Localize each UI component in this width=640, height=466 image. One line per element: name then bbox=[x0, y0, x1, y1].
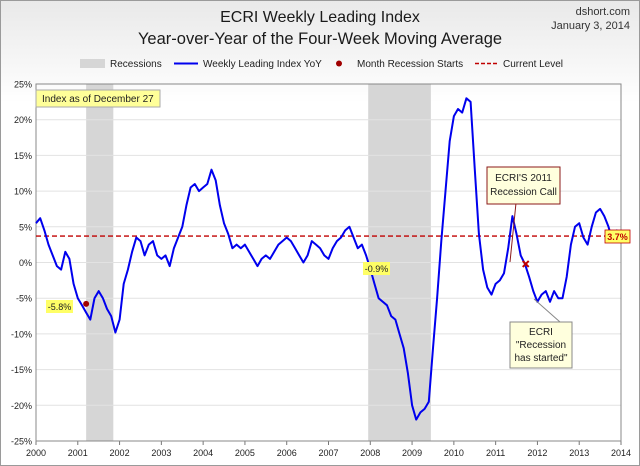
x-tick-label: 2010 bbox=[444, 448, 464, 458]
call-x-marker bbox=[522, 260, 530, 268]
plot-border bbox=[35, 83, 622, 442]
call-text-2: Recession Call bbox=[490, 187, 557, 198]
call-callout: ECRI'S 2011 Recession Call bbox=[486, 166, 561, 263]
chart-subtitle: Year-over-Year of the Four-Week Moving A… bbox=[137, 30, 503, 48]
started-text-3: has started" bbox=[514, 353, 567, 364]
y-tick-label: -10% bbox=[11, 329, 32, 339]
started-callout: ECRI "Recession has started" bbox=[509, 298, 573, 369]
x-tick-label: 2004 bbox=[193, 448, 213, 458]
call-text-1: ECRI'S 2011 bbox=[495, 173, 552, 184]
label-2008: -0.9% bbox=[363, 262, 390, 275]
index-note: Index as of December 27 bbox=[35, 89, 161, 108]
x-tick-label: 2009 bbox=[402, 448, 422, 458]
y-tick-label: 20% bbox=[14, 115, 32, 125]
x-tick-label: 2006 bbox=[277, 448, 297, 458]
x-tick-label: 2014 bbox=[611, 448, 631, 458]
x-tick-label: 2008 bbox=[360, 448, 380, 458]
started-text-1: ECRI bbox=[529, 327, 553, 338]
y-tick-label: 25% bbox=[14, 80, 32, 90]
y-tick-label: -15% bbox=[11, 365, 32, 375]
x-tick-label: 2012 bbox=[527, 448, 547, 458]
series-line-wli bbox=[35, 97, 622, 421]
index-note-box bbox=[35, 89, 161, 108]
current-level-text: 3.7% bbox=[607, 232, 628, 242]
label-2001-box bbox=[46, 300, 73, 313]
current-level-label: 3.7% bbox=[604, 229, 631, 244]
call-box bbox=[486, 166, 561, 205]
x-tick-label: 2013 bbox=[569, 448, 589, 458]
started-text-2: "Recession bbox=[516, 340, 566, 351]
recession-markers bbox=[83, 260, 530, 307]
recession-start-marker-0 bbox=[83, 300, 90, 307]
y-tick-label: -5% bbox=[16, 294, 32, 304]
legend-month-label: Month Recession Starts bbox=[357, 59, 463, 70]
y-tick-label: 5% bbox=[19, 222, 32, 232]
x-tick-label: 2007 bbox=[318, 448, 338, 458]
index-note-text: Index as of December 27 bbox=[42, 94, 154, 105]
y-tick-label: -25% bbox=[11, 437, 32, 447]
legend: Recessions Weekly Leading Index YoY Mont… bbox=[80, 59, 563, 70]
chart-title: ECRI Weekly Leading Index bbox=[220, 9, 420, 26]
legend-month-marker bbox=[336, 60, 342, 67]
legend-current-label: Current Level bbox=[503, 59, 563, 70]
legend-recessions-swatch bbox=[80, 59, 105, 68]
x-tick-label: 2000 bbox=[26, 448, 46, 458]
source-name: dshort.com bbox=[575, 6, 630, 18]
x-tick-label: 2002 bbox=[110, 448, 130, 458]
x-axis-ticks: 2000 2001 2002 2003 2004 2005 2006 2007 2008 2009… bbox=[26, 441, 631, 458]
y-axis-ticks: 25% 20% 15% 10% 5% 0% -5% -10% -15% -20% -25% bbox=[11, 80, 32, 447]
y-tick-label: -20% bbox=[11, 401, 32, 411]
y-tick-label: 10% bbox=[14, 187, 32, 197]
source-block: dshort.com January 3, 2014 bbox=[551, 5, 630, 33]
started-box bbox=[509, 321, 573, 369]
x-tick-label: 2001 bbox=[68, 448, 88, 458]
y-tick-label: 0% bbox=[19, 258, 32, 268]
label-2008-box bbox=[363, 262, 390, 275]
label-2001-text: -5.8% bbox=[48, 302, 72, 312]
y-tick-label: 15% bbox=[14, 151, 32, 161]
x-tick-label: 2005 bbox=[235, 448, 255, 458]
label-2001: -5.8% bbox=[46, 300, 73, 313]
legend-wli-label: Weekly Leading Index YoY bbox=[203, 59, 322, 70]
current-level-box bbox=[604, 229, 631, 244]
started-pointer bbox=[533, 298, 561, 323]
label-2008-text: -0.9% bbox=[365, 264, 389, 274]
legend-recessions-label: Recessions bbox=[110, 59, 162, 70]
call-pointer bbox=[509, 202, 517, 263]
x-tick-label: 2003 bbox=[151, 448, 171, 458]
source-date: January 3, 2014 bbox=[551, 20, 630, 32]
x-tick-label: 2011 bbox=[486, 448, 505, 458]
